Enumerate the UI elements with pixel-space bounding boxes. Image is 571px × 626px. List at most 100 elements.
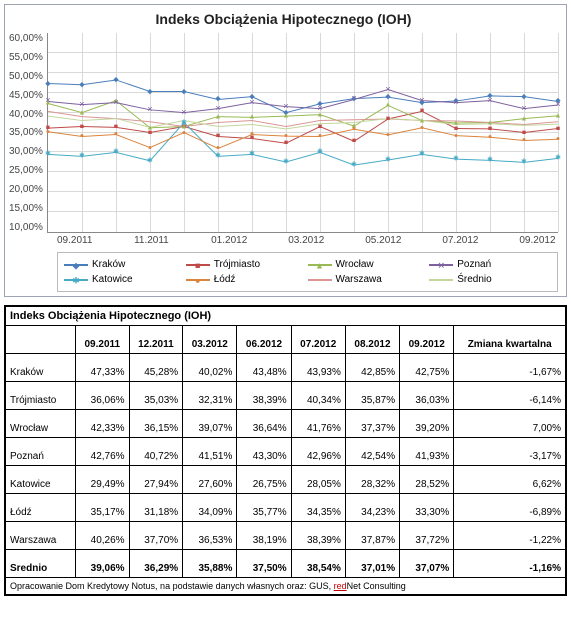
x-tick-label: [481, 235, 520, 246]
table-title: Indeks Obciążenia Hipotecznego (IOH): [5, 306, 566, 325]
series-marker: ✕: [181, 109, 187, 116]
table-footer: Opracowanie Dom Kredytowy Notus, na pods…: [5, 578, 566, 595]
table-cell: 39,20%: [400, 410, 454, 438]
x-tick-label: 05.2012: [365, 235, 404, 246]
table-cell: 43,30%: [237, 438, 291, 466]
series-marker: ✱: [113, 149, 119, 156]
legend-item: ● Łódź: [186, 272, 308, 287]
series-marker: ■: [386, 115, 390, 122]
legend-item: ◆ Kraków: [64, 257, 186, 272]
table-cell: -3,17%: [454, 438, 566, 466]
chart-legend: ◆Kraków■Trójmiasto▲Wrocław✕Poznań✱Katowi…: [57, 252, 558, 292]
y-tick-label: 35,00%: [9, 127, 43, 138]
x-tick-label: [173, 235, 212, 246]
legend-item: Warszawa: [308, 272, 430, 287]
table-cell: 35,77%: [237, 494, 291, 522]
table-cell: 37,07%: [400, 550, 454, 578]
series-marker: ✱: [317, 149, 323, 156]
table-header-cell: 12.2011: [129, 326, 183, 354]
table-cell: 28,05%: [291, 466, 345, 494]
table-cell: 40,26%: [76, 522, 130, 550]
legend-marker-icon: ●: [195, 276, 200, 285]
y-tick-label: 15,00%: [9, 203, 43, 214]
series-marker: ▲: [385, 102, 392, 109]
x-tick-label: 09.2011: [57, 235, 96, 246]
series-marker: ●: [216, 145, 220, 152]
legend-label: Wrocław: [336, 259, 374, 270]
table-cell: -6,14%: [454, 382, 566, 410]
series-marker: ●: [522, 137, 526, 144]
x-tick-label: 01.2012: [211, 235, 250, 246]
series-marker: ✕: [113, 99, 119, 106]
table-cell: 39,07%: [183, 410, 237, 438]
x-tick-label: [327, 235, 366, 246]
series-marker: ✱: [147, 157, 153, 164]
y-tick-label: 20,00%: [9, 184, 43, 195]
series-line: [48, 111, 558, 143]
chart-title: Indeks Obciążenia Hipotecznego (IOH): [9, 9, 558, 33]
table-cell: 7,00%: [454, 410, 566, 438]
series-marker: ●: [284, 133, 288, 140]
legend-marker-icon: ◆: [73, 261, 80, 270]
ioh-chart: Indeks Obciążenia Hipotecznego (IOH) 10,…: [4, 4, 567, 297]
table-cell: 42,96%: [291, 438, 345, 466]
legend-item: ■Trójmiasto: [186, 257, 308, 272]
legend-label: Katowice: [92, 274, 133, 285]
series-marker: ✱: [521, 159, 527, 166]
series-marker: ●: [80, 133, 84, 140]
x-tick-label: [96, 235, 135, 246]
legend-label: Łódź: [214, 274, 236, 285]
series-marker: ▲: [316, 111, 323, 118]
table-cell: 47,33%: [76, 354, 130, 382]
table-cell: 37,70%: [129, 522, 183, 550]
x-tick-label: [250, 235, 289, 246]
ioh-table: Indeks Obciążenia Hipotecznego (IOH) 09.…: [4, 305, 567, 596]
table-cell: 37,87%: [345, 522, 399, 550]
series-marker: ■: [284, 140, 288, 147]
table-cell: -6,89%: [454, 494, 566, 522]
legend-marker-icon: ✕: [437, 261, 445, 270]
series-marker: ◆: [215, 96, 220, 103]
table-cell: 26,75%: [237, 466, 291, 494]
legend-swatch: ●: [186, 279, 210, 281]
series-marker: ●: [250, 131, 254, 138]
series-marker: ■: [522, 129, 526, 136]
x-tick-label: 11.2011: [134, 235, 173, 246]
series-marker: ✕: [45, 98, 51, 105]
series-marker: ■: [216, 133, 220, 140]
series-marker: ✱: [385, 156, 391, 163]
series-marker: ●: [454, 132, 458, 139]
series-marker: ✕: [385, 86, 391, 93]
footer-prefix: Opracowanie Dom Kredytowy Notus, na pods…: [10, 581, 334, 591]
y-tick-label: 40,00%: [9, 109, 43, 120]
table-header-cell: 06.2012: [237, 326, 291, 354]
series-marker: ▲: [146, 124, 153, 131]
series-marker: ▲: [555, 112, 562, 119]
table-cell: 35,17%: [76, 494, 130, 522]
table-header-cell: 03.2012: [183, 326, 237, 354]
series-line: [48, 128, 558, 149]
table-row: Katowice29,49%27,94%27,60%26,75%28,05%28…: [6, 466, 566, 494]
legend-label: Warszawa: [336, 274, 382, 285]
table-cell: 6,62%: [454, 466, 566, 494]
series-marker: ✕: [487, 97, 493, 104]
legend-label: Poznań: [457, 259, 491, 270]
table-header-cell: Zmiana kwartalna: [454, 326, 566, 354]
table-row: Wrocław42,33%36,15%39,07%36,64%41,76%37,…: [6, 410, 566, 438]
table-header-cell: 07.2012: [291, 326, 345, 354]
series-marker: ✱: [215, 153, 221, 160]
series-marker: ✕: [351, 96, 357, 103]
table-cell: -1,16%: [454, 550, 566, 578]
table-cell: 42,76%: [76, 438, 130, 466]
legend-label: Kraków: [92, 259, 125, 270]
series-marker: ●: [182, 129, 186, 136]
series-marker: ◆: [113, 76, 118, 83]
table-row: Kraków47,33%45,28%40,02%43,48%43,93%42,8…: [6, 354, 566, 382]
table-cell: 40,72%: [129, 438, 183, 466]
legend-item: ✕ Poznań: [429, 257, 551, 272]
table-cell: 38,39%: [291, 522, 345, 550]
series-marker: ✱: [351, 162, 357, 169]
series-marker: ✱: [181, 119, 187, 126]
table-cell: 37,37%: [345, 410, 399, 438]
series-marker: ✕: [453, 99, 459, 106]
